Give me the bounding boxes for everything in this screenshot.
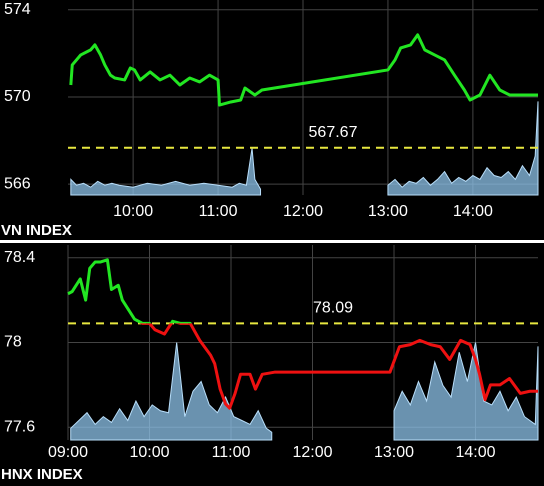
x-tick-label: 11:00	[212, 444, 251, 461]
x-tick-label: 12:00	[292, 444, 332, 461]
x-tick-label: 13:00	[368, 203, 408, 220]
x-tick-label: 11:00	[199, 203, 238, 220]
x-tick-label: 10:00	[113, 203, 153, 220]
y-tick-label: 77.6	[4, 419, 35, 436]
volume-area	[70, 101, 539, 196]
line-above	[67, 258, 192, 324]
panel-title: VN INDEX	[1, 222, 72, 239]
line	[69, 33, 538, 107]
x-tick-label: 13:00	[374, 444, 414, 461]
y-tick-label: 566	[4, 175, 31, 192]
volume-area	[70, 342, 539, 441]
x-tick-label: 14:00	[455, 444, 495, 461]
y-tick-label: 574	[4, 1, 31, 18]
line-below	[139, 323, 538, 410]
x-tick-label: 14:00	[453, 203, 493, 220]
x-tick-label: 09:00	[48, 444, 88, 461]
reference-label: 567.67	[309, 124, 358, 141]
y-tick-label: 78	[4, 334, 22, 351]
y-tick-label: 78.4	[4, 249, 35, 266]
panel-separator	[0, 240, 544, 243]
panel-title: HNX INDEX	[1, 466, 83, 483]
reference-label: 78.09	[313, 300, 353, 317]
x-tick-label: 12:00	[283, 203, 323, 220]
y-tick-label: 570	[4, 88, 31, 105]
x-tick-label: 10:00	[129, 444, 169, 461]
